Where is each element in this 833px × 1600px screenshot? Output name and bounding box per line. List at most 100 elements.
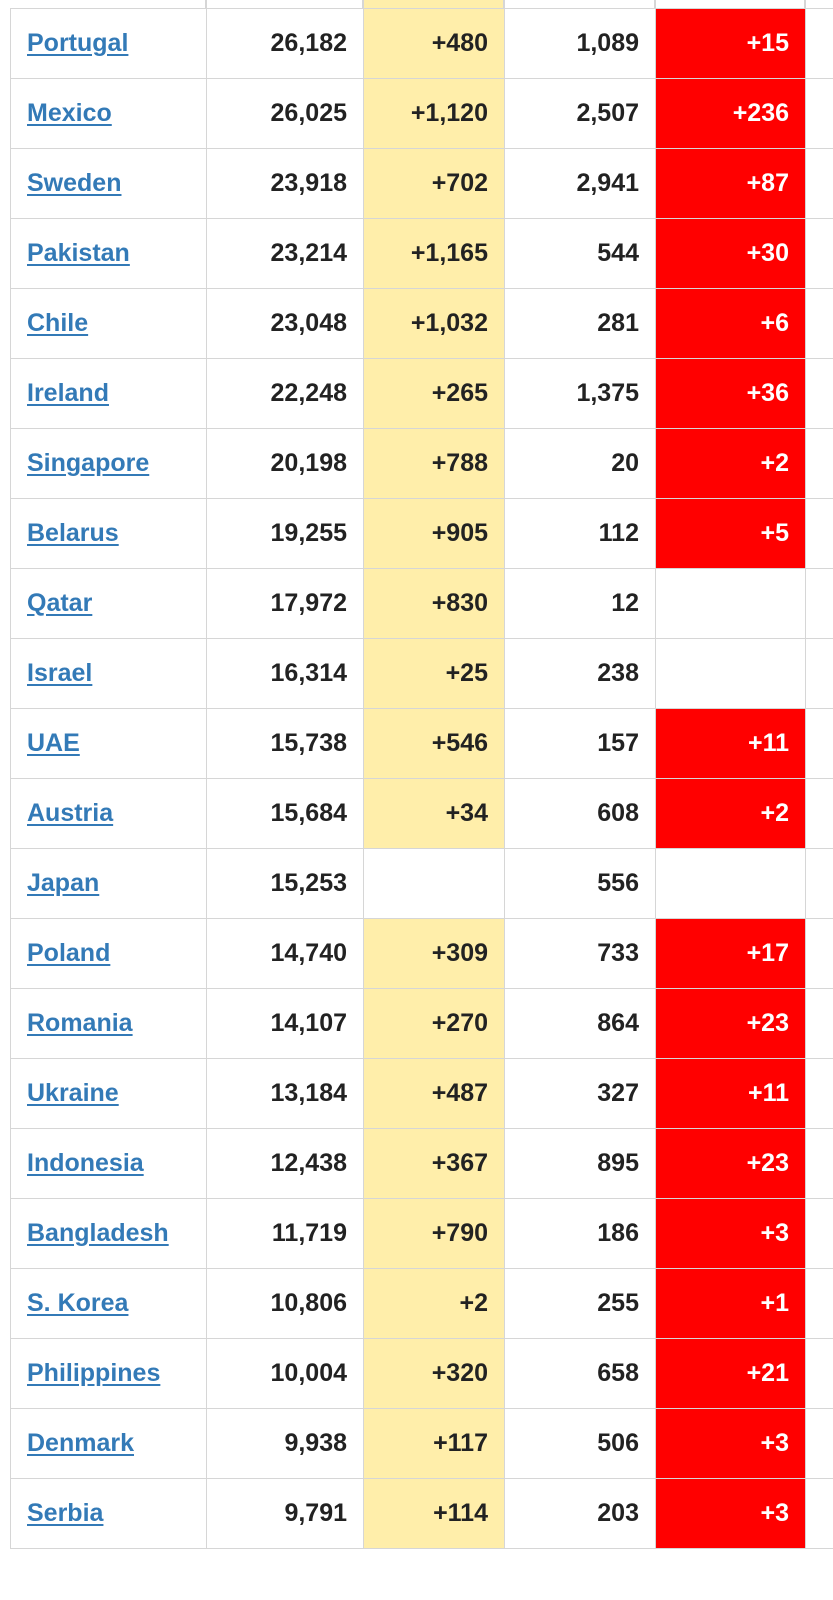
overflow-cell: [805, 218, 833, 289]
total-deaths-cell: 186: [504, 1198, 656, 1269]
country-link[interactable]: Poland: [27, 939, 111, 967]
total-cases-cell: 9,938: [206, 1408, 364, 1479]
overflow-cell: [805, 988, 833, 1059]
table-row: Portugal 26,182 +480 1,089 +15: [10, 8, 833, 79]
country-link[interactable]: Philippines: [27, 1359, 161, 1387]
country-link[interactable]: Denmark: [27, 1429, 134, 1457]
country-link[interactable]: Portugal: [27, 29, 129, 57]
total-cases-cell: 10,806: [206, 1268, 364, 1339]
country-cell: Ukraine: [10, 1058, 207, 1129]
country-cell: Pakistan: [10, 218, 207, 289]
country-link[interactable]: Mexico: [27, 99, 112, 127]
new-deaths-cell: +1: [655, 1268, 806, 1339]
table-row: Israel 16,314 +25 238: [10, 638, 833, 709]
country-link[interactable]: Pakistan: [27, 239, 130, 267]
country-link[interactable]: Bangladesh: [27, 1219, 169, 1247]
country-link[interactable]: S. Korea: [27, 1289, 129, 1317]
country-stats-table: Portugal 26,182 +480 1,089 +15 Mexico 26,025 +1…: [10, 8, 833, 1549]
new-deaths-cell: +23: [655, 1128, 806, 1199]
new-deaths-cell: +3: [655, 1408, 806, 1479]
total-cases-cell: 20,198: [206, 428, 364, 499]
total-deaths-cell: 556: [504, 848, 656, 919]
total-cases-cell: 26,182: [206, 8, 364, 79]
new-cases-cell: +34: [363, 778, 505, 849]
new-cases-cell: +788: [363, 428, 505, 499]
total-deaths-cell: 544: [504, 218, 656, 289]
total-cases-cell: 10,004: [206, 1338, 364, 1409]
new-cases-cell: +270: [363, 988, 505, 1059]
new-deaths-cell: +11: [655, 1058, 806, 1129]
country-link[interactable]: UAE: [27, 729, 80, 757]
country-cell: Austria: [10, 778, 207, 849]
country-link[interactable]: Serbia: [27, 1499, 104, 1527]
total-cases-cell: 23,918: [206, 148, 364, 219]
country-cell: Singapore: [10, 428, 207, 499]
country-cell: Serbia: [10, 1478, 207, 1549]
table-row: Austria 15,684 +34 608 +2: [10, 778, 833, 849]
country-cell: Mexico: [10, 78, 207, 149]
overflow-cell: [805, 498, 833, 569]
total-deaths-cell: 733: [504, 918, 656, 989]
new-cases-cell: +1,120: [363, 78, 505, 149]
country-cell: Qatar: [10, 568, 207, 639]
total-cases-cell: 19,255: [206, 498, 364, 569]
overflow-cell: [805, 638, 833, 709]
new-deaths-cell: +3: [655, 1198, 806, 1269]
overflow-cell: [805, 1198, 833, 1269]
total-deaths-cell: 12: [504, 568, 656, 639]
new-deaths-cell: [655, 638, 806, 709]
total-deaths-cell: 20: [504, 428, 656, 499]
country-cell: S. Korea: [10, 1268, 207, 1339]
new-deaths-cell: +5: [655, 498, 806, 569]
country-link[interactable]: Ireland: [27, 379, 109, 407]
new-deaths-cell: +30: [655, 218, 806, 289]
country-link[interactable]: Austria: [27, 799, 114, 827]
new-cases-cell: +1,032: [363, 288, 505, 359]
total-deaths-cell: 1,089: [504, 8, 656, 79]
new-cases-cell: +702: [363, 148, 505, 219]
overflow-cell: [805, 358, 833, 429]
country-link[interactable]: Singapore: [27, 449, 150, 477]
new-cases-cell: +367: [363, 1128, 505, 1199]
table-row: Sweden 23,918 +702 2,941 +87: [10, 148, 833, 219]
new-cases-cell: [363, 848, 505, 919]
overflow-cell: [805, 1478, 833, 1549]
total-deaths-cell: 2,941: [504, 148, 656, 219]
new-cases-cell: +114: [363, 1478, 505, 1549]
total-cases-cell: 17,972: [206, 568, 364, 639]
total-cases-cell: 12,438: [206, 1128, 364, 1199]
table-row: Bangladesh 11,719 +790 186 +3: [10, 1198, 833, 1269]
country-cell: Japan: [10, 848, 207, 919]
total-cases-cell: 9,791: [206, 1478, 364, 1549]
country-link[interactable]: Qatar: [27, 589, 93, 617]
country-cell: Philippines: [10, 1338, 207, 1409]
new-deaths-cell: [655, 568, 806, 639]
country-link[interactable]: Israel: [27, 659, 93, 687]
new-deaths-cell: [655, 848, 806, 919]
country-cell: Sweden: [10, 148, 207, 219]
new-deaths-cell: +3: [655, 1478, 806, 1549]
country-link[interactable]: Japan: [27, 869, 100, 897]
country-link[interactable]: Ukraine: [27, 1079, 119, 1107]
table-row: Japan 15,253 556: [10, 848, 833, 919]
new-cases-column-top: [363, 0, 504, 8]
table-row: Romania 14,107 +270 864 +23: [10, 988, 833, 1059]
table-row: S. Korea 10,806 +2 255 +1: [10, 1268, 833, 1339]
overflow-cell: [805, 1058, 833, 1129]
country-link[interactable]: Indonesia: [27, 1149, 144, 1177]
new-deaths-cell: +15: [655, 8, 806, 79]
total-cases-cell: 15,253: [206, 848, 364, 919]
overflow-cell: [805, 148, 833, 219]
overflow-cell: [805, 288, 833, 359]
table-row: Mexico 26,025 +1,120 2,507 +236: [10, 78, 833, 149]
new-deaths-cell: +236: [655, 78, 806, 149]
country-link[interactable]: Romania: [27, 1009, 133, 1037]
overflow-cell: [805, 848, 833, 919]
divider: [205, 0, 207, 8]
table-row: Indonesia 12,438 +367 895 +23: [10, 1128, 833, 1199]
divider: [804, 0, 806, 8]
country-link[interactable]: Chile: [27, 309, 89, 337]
country-link[interactable]: Belarus: [27, 519, 119, 547]
country-link[interactable]: Sweden: [27, 169, 122, 197]
new-cases-cell: +25: [363, 638, 505, 709]
